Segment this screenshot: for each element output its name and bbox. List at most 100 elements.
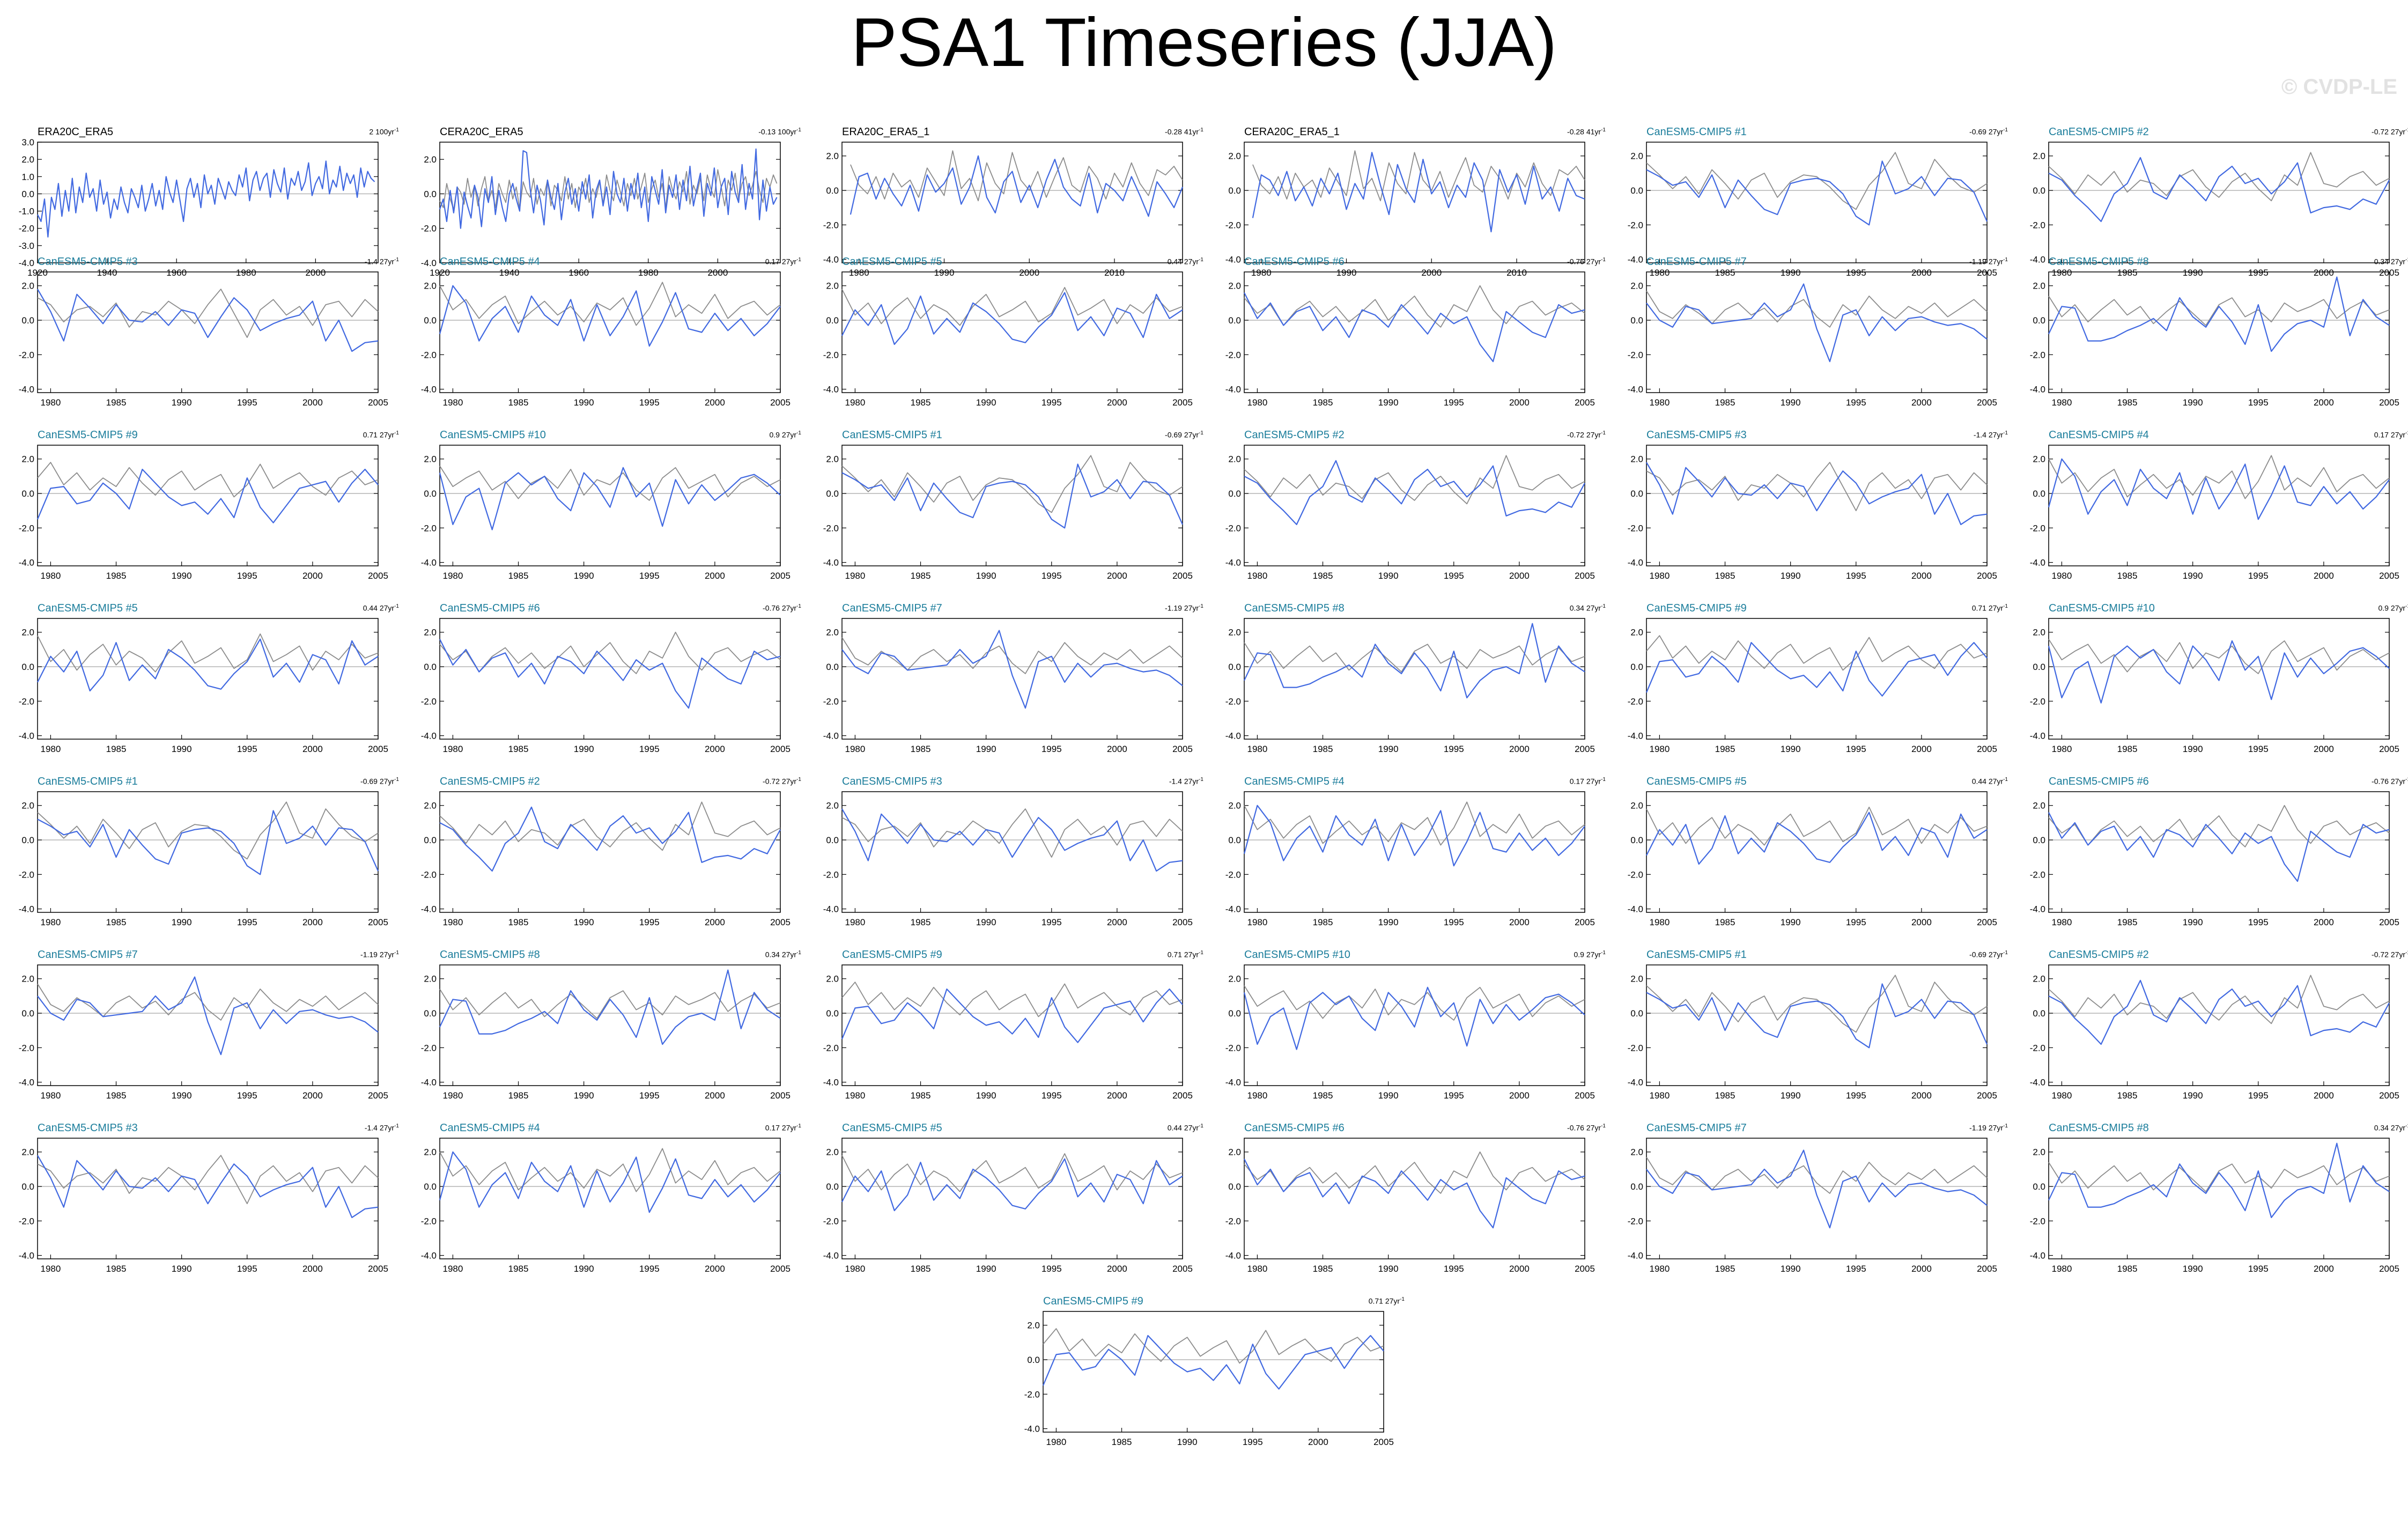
y-tick-label: 0.0	[826, 1008, 839, 1019]
plot-frame	[2048, 1138, 2390, 1259]
chart-panel: CanESM5-CMIP5 #6 -0.76 27yr-1 2.0 0.0 -2.0 -4…	[1207, 1117, 1609, 1291]
panel-plot: 2.0 0.0 -2.0 -4.0 1980 1985 1990 1995 2000 2005	[1225, 271, 1595, 408]
panel-trend: -0.28 41yr-1	[1567, 127, 1606, 136]
x-tick-label: 2005	[2379, 917, 2399, 927]
chart-panel: CanESM5-CMIP5 #8 0.34 27yr-1 2.0 0.0 -2.0 -4.…	[402, 943, 804, 1118]
panel-title: CanESM5-CMIP5 #9	[1646, 602, 1747, 614]
x-tick-label: 1985	[106, 571, 127, 581]
x-tick-label: 1995	[237, 744, 257, 754]
panel-trend: -1.4 27yr-1	[364, 1123, 399, 1132]
x-tick-label: 2005	[1172, 1090, 1193, 1101]
y-tick-label: 0.0	[21, 489, 34, 499]
x-tick-label: 1980	[1247, 917, 1268, 927]
plot-frame	[1646, 618, 1988, 740]
panel-plot: 2.0 0.0 -2.0 -4.0 1980 1990 2000 2010	[1225, 142, 1585, 278]
chart-panel: CERA20C_ERA5 -0.13 100yr-1 2.0 0.0 -2.0 -4.0 1…	[402, 121, 804, 295]
x-tick-label: 1985	[106, 1090, 127, 1101]
panel-plot: 2.0 0.0 -2.0 -4.0 1980 1985 1990 1995 2000 2005	[823, 271, 1193, 408]
panel-title: CanESM5-CMIP5 #3	[38, 256, 138, 268]
x-tick-label: 1990	[172, 1264, 192, 1274]
panel-title: CanESM5-CMIP5 #5	[842, 1122, 942, 1134]
y-tick-label: 0.0	[424, 1182, 437, 1192]
y-tick-label: 2.0	[1630, 801, 1643, 811]
x-tick-label: 1995	[237, 1264, 257, 1274]
y-tick-label: 2.0	[424, 454, 437, 464]
x-tick-label: 1985	[1715, 571, 1735, 581]
panel-plot: 2.0 0.0 -2.0 -4.0 1980 1985 1990 1995 2000 2005	[19, 271, 388, 408]
y-tick-label: -2.0	[19, 523, 34, 533]
series-line	[1646, 462, 1988, 525]
y-tick-label: -2.0	[19, 1043, 34, 1053]
y-tick-label: 2.0	[2033, 974, 2045, 984]
series-line	[1252, 152, 1585, 233]
x-tick-label: 1985	[1715, 268, 1735, 278]
x-tick-label: 2005	[1977, 1264, 1997, 1274]
panel-title: CanESM5-CMIP5 #1	[38, 776, 138, 787]
y-tick-label: 2.0	[2033, 281, 2045, 291]
y-tick-label: 2.0	[1228, 281, 1241, 291]
chart-panel: CanESM5-CMIP5 #7 -1.19 27yr-1 2.0 0.0 -2.0 -4…	[1609, 250, 2011, 425]
plot-frame	[841, 142, 1183, 263]
panel-trend: -0.69 27yr-1	[360, 777, 399, 786]
x-tick-label: 1980	[236, 268, 256, 278]
x-tick-label: 1985	[508, 917, 529, 927]
plot-frame	[1244, 271, 1585, 393]
y-tick-label: -4.0	[1628, 1251, 1643, 1261]
x-tick-label: 1980	[41, 917, 61, 927]
y-tick-label: -2.0	[19, 350, 34, 360]
panel-trend: 0.9 27yr-1	[2378, 603, 2408, 613]
panel-trend: 0.71 27yr-1	[1368, 1296, 1405, 1306]
plot-frame	[2048, 445, 2390, 566]
x-tick-label: 1980	[845, 1090, 866, 1101]
x-tick-label: 1995	[1243, 1437, 1263, 1447]
chart-panel: CanESM5-CMIP5 #3 -1.4 27yr-1 2.0 0.0 -2.0 -4.…	[1609, 424, 2011, 598]
panel-trend: -0.13 100yr-1	[758, 127, 801, 136]
y-tick-label: 0.0	[2033, 315, 2045, 326]
x-tick-label: 1990	[1781, 1090, 1801, 1101]
series-line	[841, 808, 1183, 858]
y-tick-label: 2.0	[826, 801, 839, 811]
series-line	[2048, 979, 2390, 1045]
series-line	[1244, 455, 1585, 505]
series-line	[1244, 623, 1585, 698]
series-line	[1646, 975, 1988, 1033]
x-tick-label: 2000	[305, 268, 326, 278]
chart-panel: CanESM5-CMIP5 #1 -0.69 27yr-1 2.0 0.0 -2.0 -4…	[1609, 943, 2011, 1118]
x-tick-label: 1980	[41, 1090, 61, 1101]
series-line	[1646, 983, 1988, 1049]
series-line	[1646, 1156, 1988, 1194]
x-tick-label: 1995	[1846, 571, 1866, 581]
x-tick-label: 1995	[237, 397, 257, 408]
x-tick-label: 1980	[1650, 917, 1670, 927]
y-tick-label: -2.0	[2030, 696, 2045, 706]
y-tick-label: -2.0	[1628, 1043, 1643, 1053]
y-tick-label: -2.0	[1628, 1216, 1643, 1226]
panel-trend: -0.28 41yr-1	[1165, 127, 1203, 136]
x-tick-label: 1990	[976, 571, 996, 581]
y-tick-label: 2.0	[21, 974, 34, 984]
x-tick-label: 2000	[2314, 1264, 2334, 1274]
panel-trend: 0.71 27yr-1	[1971, 603, 2008, 613]
x-tick-label: 1990	[172, 744, 192, 754]
x-tick-label: 2005	[2379, 397, 2399, 408]
series-line	[841, 637, 1183, 674]
series-line	[1646, 635, 1988, 671]
y-tick-label: -4.0	[2030, 731, 2045, 741]
y-tick-label: 0.0	[2033, 835, 2045, 845]
x-tick-label: 1995	[639, 1090, 660, 1101]
x-tick-label: 1980	[2052, 1264, 2072, 1274]
plot-frame	[1646, 445, 1988, 566]
x-tick-label: 1985	[1112, 1437, 1132, 1447]
x-tick-label: 1990	[574, 1090, 594, 1101]
x-tick-label: 2000	[1308, 1437, 1328, 1447]
panel-plot: 2.0 0.0 -2.0 -4.0 1980 1985 1990 1995 2000 2005	[421, 1138, 791, 1274]
y-tick-label: -2.0	[421, 1216, 437, 1226]
y-tick-label: -3.0	[19, 241, 34, 251]
chart-panel: CanESM5-CMIP5 #8 0.34 27yr-1 2.0 0.0 -2.0 -4.…	[1207, 597, 1609, 771]
panel-trend: -0.76 27yr-1	[763, 603, 801, 613]
x-tick-label: 2000	[2314, 268, 2334, 278]
y-tick-label: -2.0	[421, 224, 437, 234]
chart-panel: CanESM5-CMIP5 #4 0.17 27yr-1 2.0 0.0 -2.0 -4.…	[402, 1117, 804, 1291]
panel-title: CanESM5-CMIP5 #5	[1646, 776, 1747, 787]
series-line	[1646, 1149, 1988, 1229]
